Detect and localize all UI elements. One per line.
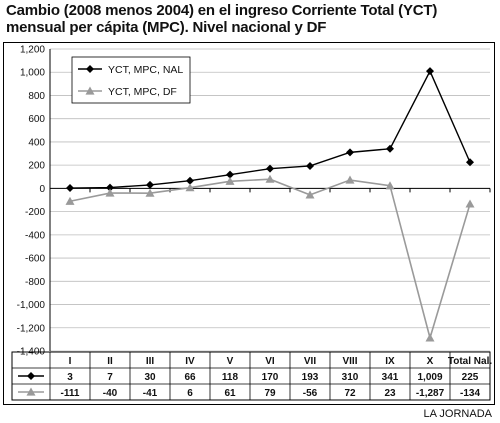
data-point-df [225, 176, 235, 185]
category-label: IX [385, 356, 395, 367]
category-label: VII [304, 356, 316, 367]
y-tick-label: 200 [28, 161, 45, 172]
y-tick-label: -1,000 [17, 300, 46, 311]
y-tick-label: -800 [25, 277, 45, 288]
y-tick-label: -200 [25, 207, 45, 218]
data-point-df [265, 174, 275, 183]
category-label: V [227, 356, 234, 367]
data-point-nal [146, 180, 154, 189]
legend-marker-nal [86, 65, 94, 73]
data-point-df [145, 188, 155, 197]
data-table-border [11, 351, 491, 401]
category-label: VI [265, 356, 275, 367]
credit-label: LA JORNADA [423, 408, 492, 420]
y-tick-label: 1,000 [20, 68, 45, 79]
data-label: 6 [187, 388, 193, 399]
y-tick-label: 0 [39, 184, 45, 195]
data-label: 170 [262, 372, 279, 383]
data-point-nal [66, 184, 74, 193]
data-point-df [185, 183, 195, 192]
data-label: 72 [344, 388, 356, 399]
data-label: -41 [143, 388, 158, 399]
data-point-df [105, 188, 115, 197]
legend-marker-df [85, 86, 95, 95]
data-label: 118 [222, 372, 239, 383]
data-point-df [345, 175, 355, 184]
category-label: VIII [342, 356, 357, 367]
data-point-df [385, 181, 395, 190]
data-point-df [465, 199, 475, 208]
data-point-df [65, 196, 75, 205]
y-tick-label: -1,200 [17, 323, 46, 334]
data-point-df [425, 333, 435, 342]
data-point-nal [186, 176, 194, 185]
data-label: 23 [384, 388, 396, 399]
y-tick-label: 400 [28, 137, 45, 148]
y-tick-label: 600 [28, 114, 45, 125]
y-tick-label: 800 [28, 91, 45, 102]
table-legend-marker-nal [27, 372, 35, 380]
data-label: -1,287 [416, 388, 445, 399]
category-label: X [427, 356, 434, 367]
data-point-nal [106, 183, 114, 192]
data-label: 61 [224, 388, 236, 399]
data-point-nal [346, 148, 354, 157]
data-label: 341 [382, 372, 399, 383]
data-point-df [305, 190, 315, 199]
category-label: IV [185, 356, 195, 367]
data-point-nal [306, 161, 314, 170]
data-label: 66 [184, 372, 196, 383]
y-tick-label: -600 [25, 254, 45, 265]
data-point-nal [266, 164, 274, 173]
legend-label: YCT, MPC, DF [108, 86, 177, 98]
legend-box [71, 56, 191, 104]
data-point-nal [426, 67, 434, 76]
data-label: 310 [342, 372, 359, 383]
data-label: 1,009 [417, 372, 442, 383]
data-label: 225 [462, 372, 479, 383]
category-label: II [107, 356, 113, 367]
legend-label: YCT, MPC, NAL [108, 64, 183, 76]
data-label: -134 [460, 388, 480, 399]
data-label: 3 [67, 372, 73, 383]
y-tick-label: 1,200 [20, 45, 45, 56]
category-label: Total Nal. [448, 356, 492, 367]
data-label: 79 [264, 388, 276, 399]
data-point-nal [386, 144, 394, 153]
series-line-df [69, 178, 471, 341]
category-label: III [146, 356, 155, 367]
chart-title: Cambio (2008 menos 2004) en el ingreso C… [6, 2, 438, 36]
category-label: I [69, 356, 72, 367]
data-label: -40 [103, 388, 118, 399]
table-legend-marker-df [26, 387, 36, 396]
data-point-nal [226, 170, 234, 179]
y-tick-label: -400 [25, 230, 45, 241]
data-point-nal [466, 158, 474, 167]
data-label: 30 [144, 372, 156, 383]
data-label: 7 [107, 372, 113, 383]
data-label: -56 [303, 388, 318, 399]
data-label: 193 [302, 372, 319, 383]
data-label: -111 [61, 388, 80, 399]
